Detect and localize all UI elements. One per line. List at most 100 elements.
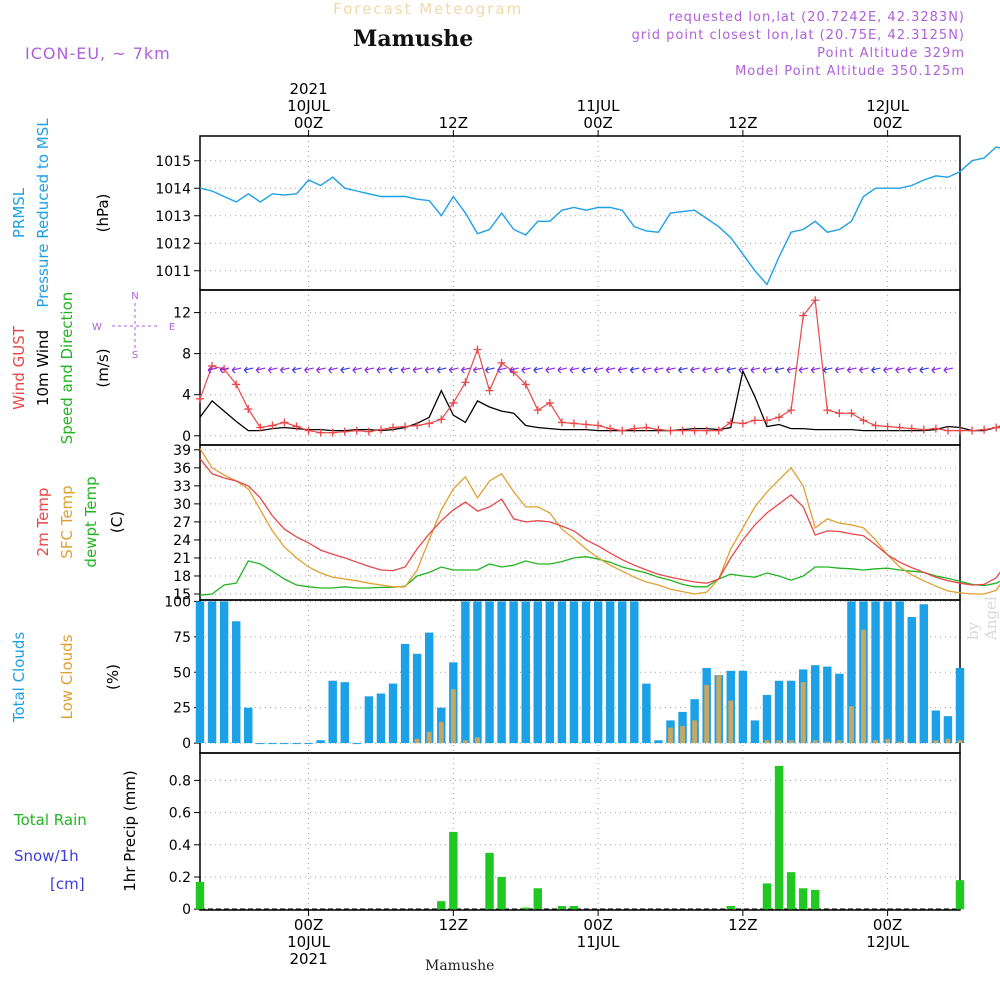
total-cloud-bar xyxy=(244,707,253,744)
gust-marker xyxy=(642,423,651,432)
wind-direction-arrow xyxy=(726,366,736,374)
wind-direction-arrow xyxy=(653,366,664,374)
wind-direction-arrow xyxy=(448,366,459,374)
temp-axis-label: 2m Temp xyxy=(34,488,52,557)
rain-bar xyxy=(774,765,784,910)
wind-direction-arrow xyxy=(533,366,543,374)
compass-s: S xyxy=(132,350,138,361)
gust-marker xyxy=(545,398,554,407)
wind-direction-arrow xyxy=(352,366,362,374)
compass-n: N xyxy=(131,291,138,302)
y-tick-label: 0.6 xyxy=(169,806,191,822)
gust-marker xyxy=(328,428,337,437)
rain-bar xyxy=(485,852,494,910)
rain-bar xyxy=(811,889,820,910)
total-cloud-bar xyxy=(280,743,289,745)
wind-direction-arrow xyxy=(859,366,869,374)
x-tick-label-top: 10JUL xyxy=(287,97,330,115)
y-tick-label: 36 xyxy=(173,461,191,477)
x-tick-label-bottom: 2021 xyxy=(289,950,327,968)
wind-axis-label: Wind GUST xyxy=(10,325,28,410)
temp-2m-line xyxy=(199,458,1000,586)
total-cloud-bar xyxy=(907,617,916,744)
gust-marker xyxy=(883,422,892,431)
gust-marker xyxy=(956,426,964,435)
total-cloud-bar xyxy=(292,743,301,745)
model-altitude: Model Point Altitude 350.125m xyxy=(735,64,965,79)
y-tick-label: 15 xyxy=(173,587,191,603)
rain-bar xyxy=(798,888,808,910)
low-cloud-bar xyxy=(680,726,685,744)
low-cloud-bar xyxy=(800,682,806,744)
panel-frame xyxy=(199,289,961,446)
total-cloud-bar xyxy=(955,668,965,744)
gust-marker xyxy=(690,426,699,435)
gust-marker xyxy=(340,427,349,436)
gust-marker xyxy=(859,416,868,425)
x-tick-label-bottom: 00Z xyxy=(873,916,902,934)
wind-direction-arrow xyxy=(292,366,302,374)
wind-direction-arrow xyxy=(666,366,676,374)
wind-direction-arrow xyxy=(847,366,857,374)
x-tick-label-bottom: 12Z xyxy=(439,916,468,934)
total-cloud-bar xyxy=(485,601,494,744)
dewpoint-line xyxy=(199,556,1000,596)
wind-direction-arrow xyxy=(871,366,881,374)
gust-marker xyxy=(726,418,735,427)
gust-marker xyxy=(376,425,385,434)
wind-direction-arrow xyxy=(581,366,592,374)
x-tick-label-bottom: 10JUL xyxy=(287,933,330,951)
wind-speed-line xyxy=(199,369,1000,432)
wind-direction-arrow xyxy=(509,366,519,374)
gust-marker xyxy=(678,426,687,435)
gust-marker xyxy=(775,413,784,422)
total-cloud-bar xyxy=(352,743,362,745)
gust-marker xyxy=(557,418,566,427)
y-tick-label: 0.4 xyxy=(169,838,191,854)
gust-marker xyxy=(714,426,723,435)
clouds-axis-label: Total Clouds xyxy=(10,632,28,724)
wind-direction-arrow xyxy=(593,366,604,374)
wind-direction-arrow xyxy=(822,366,833,374)
wind-direction-arrow xyxy=(304,366,314,374)
y-tick-label: 24 xyxy=(173,533,191,549)
total-cloud-bar xyxy=(231,621,241,744)
gust-marker xyxy=(931,424,940,433)
low-cloud-bar xyxy=(764,740,770,744)
low-cloud-bar xyxy=(438,721,444,744)
low-cloud-bar xyxy=(945,738,951,744)
total-cloud-bar xyxy=(654,740,663,744)
wind-direction-arrow xyxy=(364,366,375,374)
low-cloud-bar xyxy=(788,740,794,744)
total-cloud-bar xyxy=(883,601,892,744)
total-cloud-bar xyxy=(847,601,856,744)
gust-marker xyxy=(268,421,277,430)
gust-marker xyxy=(292,422,301,431)
total-cloud-bar xyxy=(195,601,205,744)
precip-label-rain: Total Rain xyxy=(13,811,87,829)
total-cloud-bar xyxy=(412,653,422,744)
wind-direction-arrow xyxy=(919,366,929,374)
gust-marker xyxy=(256,423,265,432)
gust-marker xyxy=(244,405,253,414)
temp-axis-label: dewpt Temp xyxy=(82,476,100,567)
total-cloud-bar xyxy=(786,680,796,744)
rain-bar xyxy=(195,881,205,910)
y-tick-label: 1015 xyxy=(155,154,191,170)
low-cloud-bar xyxy=(668,727,673,744)
meteogram-title: Forecast Meteogram xyxy=(333,0,524,18)
gust-marker xyxy=(413,421,422,430)
gust-marker xyxy=(232,380,241,389)
location-title: Mamushe xyxy=(353,26,474,52)
total-cloud-bar xyxy=(545,601,555,744)
x-tick-label-top: 12Z xyxy=(728,114,757,132)
y-tick-label: 75 xyxy=(173,630,191,646)
total-cloud-bar xyxy=(521,601,530,744)
gust-marker xyxy=(594,421,603,430)
wind-direction-arrow xyxy=(738,366,748,374)
gust-marker xyxy=(666,426,675,435)
total-cloud-bar xyxy=(581,601,591,744)
precip-label-snow: Snow/1h xyxy=(14,847,79,865)
wind-direction-arrow xyxy=(895,366,905,374)
wind-direction-arrow xyxy=(460,366,471,374)
